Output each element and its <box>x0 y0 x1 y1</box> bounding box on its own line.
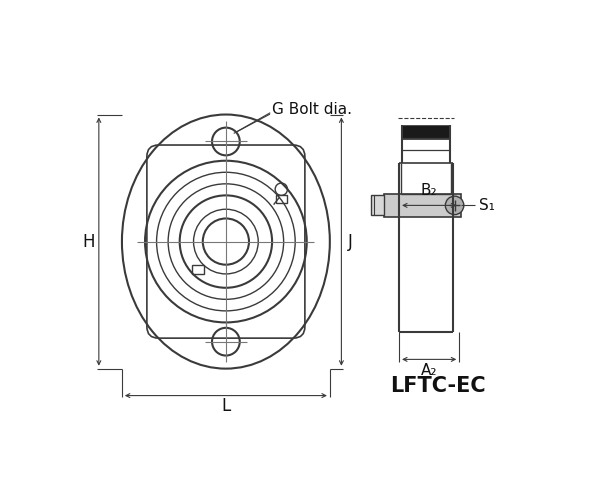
Bar <box>402 124 450 139</box>
Text: A₂: A₂ <box>421 363 437 378</box>
Text: B₂: B₂ <box>421 183 437 198</box>
Text: G Bolt dia.: G Bolt dia. <box>272 102 352 117</box>
Text: H: H <box>83 233 95 251</box>
Bar <box>384 194 461 217</box>
Text: L: L <box>221 398 230 416</box>
Text: LFTC-EC: LFTC-EC <box>390 376 485 397</box>
Circle shape <box>446 196 464 215</box>
Bar <box>371 195 384 215</box>
Text: J: J <box>348 233 353 251</box>
Text: S₁: S₁ <box>479 198 495 213</box>
